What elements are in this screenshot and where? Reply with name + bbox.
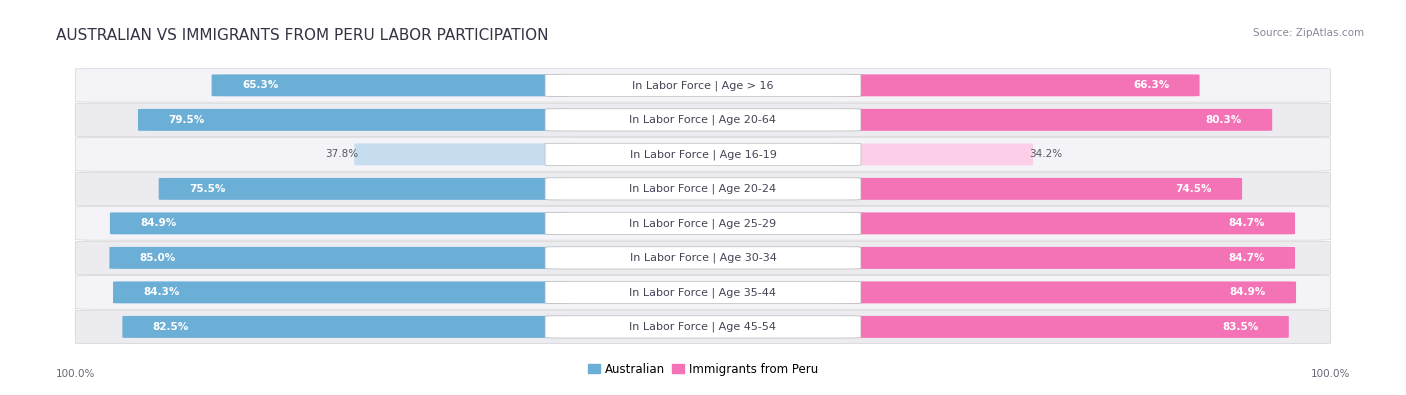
FancyBboxPatch shape [835, 109, 1272, 131]
Text: 100.0%: 100.0% [1310, 369, 1350, 379]
FancyBboxPatch shape [835, 213, 1295, 234]
Text: 66.3%: 66.3% [1133, 80, 1170, 90]
Text: 82.5%: 82.5% [153, 322, 188, 332]
Text: In Labor Force | Age 25-29: In Labor Force | Age 25-29 [630, 218, 776, 229]
Text: 80.3%: 80.3% [1205, 115, 1241, 125]
FancyBboxPatch shape [835, 247, 1295, 269]
FancyBboxPatch shape [76, 241, 1330, 275]
FancyBboxPatch shape [835, 281, 1296, 303]
FancyBboxPatch shape [138, 109, 571, 131]
FancyBboxPatch shape [546, 74, 860, 96]
Text: In Labor Force | Age > 16: In Labor Force | Age > 16 [633, 80, 773, 90]
Text: In Labor Force | Age 35-44: In Labor Force | Age 35-44 [630, 287, 776, 298]
Text: 37.8%: 37.8% [325, 149, 359, 159]
Text: 83.5%: 83.5% [1222, 322, 1258, 332]
FancyBboxPatch shape [546, 143, 860, 166]
Text: 34.2%: 34.2% [1029, 149, 1062, 159]
Text: In Labor Force | Age 45-54: In Labor Force | Age 45-54 [630, 322, 776, 332]
FancyBboxPatch shape [212, 74, 571, 96]
Text: 84.7%: 84.7% [1227, 253, 1264, 263]
FancyBboxPatch shape [76, 276, 1330, 309]
FancyBboxPatch shape [110, 213, 571, 234]
Text: 85.0%: 85.0% [139, 253, 176, 263]
FancyBboxPatch shape [76, 137, 1330, 171]
FancyBboxPatch shape [546, 109, 860, 131]
FancyBboxPatch shape [354, 143, 571, 166]
Text: 84.9%: 84.9% [1229, 288, 1265, 297]
Text: In Labor Force | Age 20-24: In Labor Force | Age 20-24 [630, 184, 776, 194]
FancyBboxPatch shape [76, 310, 1330, 344]
FancyBboxPatch shape [835, 178, 1241, 200]
FancyBboxPatch shape [76, 69, 1330, 102]
FancyBboxPatch shape [835, 143, 1033, 166]
Text: 75.5%: 75.5% [188, 184, 225, 194]
FancyBboxPatch shape [546, 212, 860, 235]
Text: In Labor Force | Age 20-64: In Labor Force | Age 20-64 [630, 115, 776, 125]
Text: AUSTRALIAN VS IMMIGRANTS FROM PERU LABOR PARTICIPATION: AUSTRALIAN VS IMMIGRANTS FROM PERU LABOR… [56, 28, 548, 43]
Text: Source: ZipAtlas.com: Source: ZipAtlas.com [1253, 28, 1364, 38]
Text: 84.9%: 84.9% [141, 218, 177, 228]
Text: 65.3%: 65.3% [242, 80, 278, 90]
FancyBboxPatch shape [159, 178, 571, 200]
FancyBboxPatch shape [110, 247, 571, 269]
Text: 84.7%: 84.7% [1227, 218, 1264, 228]
FancyBboxPatch shape [76, 172, 1330, 206]
Text: In Labor Force | Age 30-34: In Labor Force | Age 30-34 [630, 253, 776, 263]
FancyBboxPatch shape [546, 178, 860, 200]
FancyBboxPatch shape [546, 281, 860, 303]
FancyBboxPatch shape [112, 281, 571, 303]
FancyBboxPatch shape [76, 103, 1330, 137]
FancyBboxPatch shape [76, 207, 1330, 240]
Text: 74.5%: 74.5% [1175, 184, 1212, 194]
Text: 84.3%: 84.3% [143, 288, 180, 297]
Text: 79.5%: 79.5% [169, 115, 205, 125]
FancyBboxPatch shape [835, 74, 1199, 96]
FancyBboxPatch shape [122, 316, 571, 338]
FancyBboxPatch shape [546, 316, 860, 338]
Legend: Australian, Immigrants from Peru: Australian, Immigrants from Peru [583, 358, 823, 381]
FancyBboxPatch shape [835, 316, 1289, 338]
FancyBboxPatch shape [546, 247, 860, 269]
Text: In Labor Force | Age 16-19: In Labor Force | Age 16-19 [630, 149, 776, 160]
Text: 100.0%: 100.0% [56, 369, 96, 379]
